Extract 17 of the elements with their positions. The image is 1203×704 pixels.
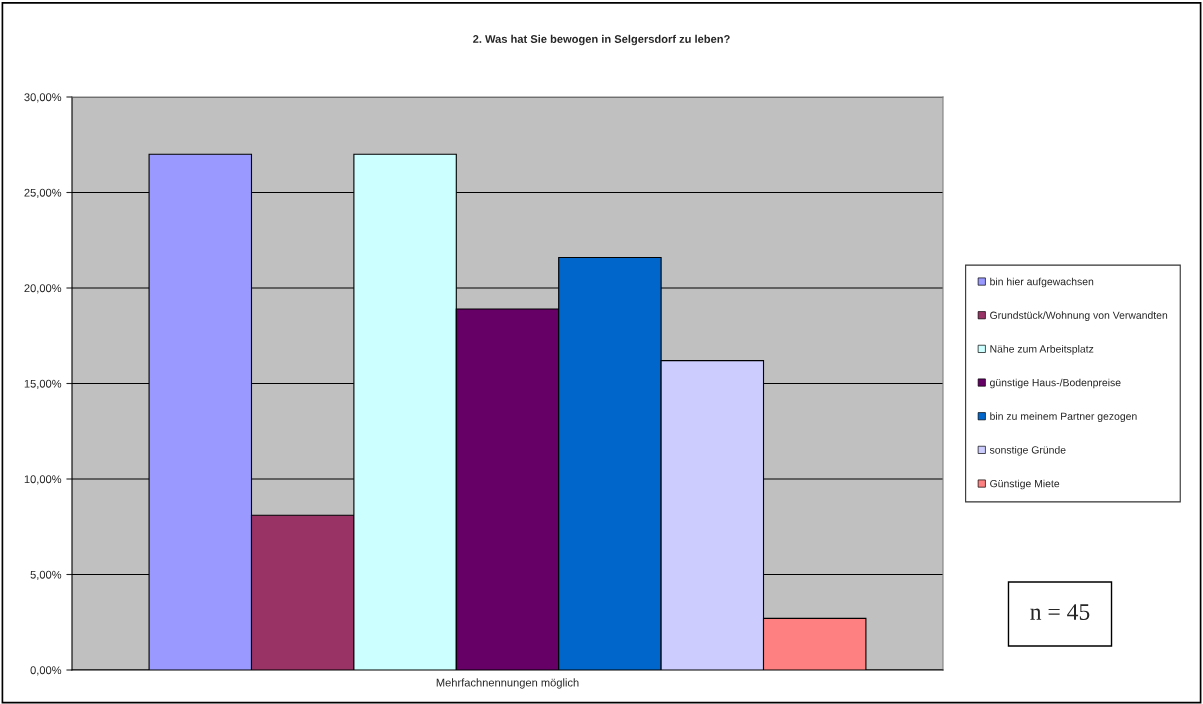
chart-title: 2. Was hat Sie bewogen in Selgersdorf zu leben? [473, 34, 730, 46]
x-tick-label: Mehrfachnennungen möglich [436, 678, 579, 689]
y-tick-label: 10,00% [24, 475, 62, 485]
legend-label: bin zu meinem Partner gezogen [990, 412, 1137, 423]
y-tick-label: 30,00% [24, 93, 62, 103]
legend-label: sonstige Gründe [989, 445, 1066, 456]
legend-label: Grundstück/Wohnung von Verwandten [990, 311, 1168, 322]
y-tick-label: 20,00% [24, 284, 62, 294]
legend-label: Nähe zum Arbeitsplatz [990, 344, 1094, 355]
y-tick-label: 0,00% [30, 666, 62, 676]
y-tick-label: 15,00% [24, 379, 62, 389]
y-tick-label: 25,00% [24, 188, 62, 198]
legend-label: bin hier aufgewachsen [990, 277, 1094, 288]
legend-label: günstige Haus-/Bodenpreise [990, 378, 1121, 389]
y-tick-label: 5,00% [30, 570, 62, 580]
text: n = 45 [1030, 604, 1090, 620]
legend-label: Günstige Miete [990, 479, 1060, 490]
